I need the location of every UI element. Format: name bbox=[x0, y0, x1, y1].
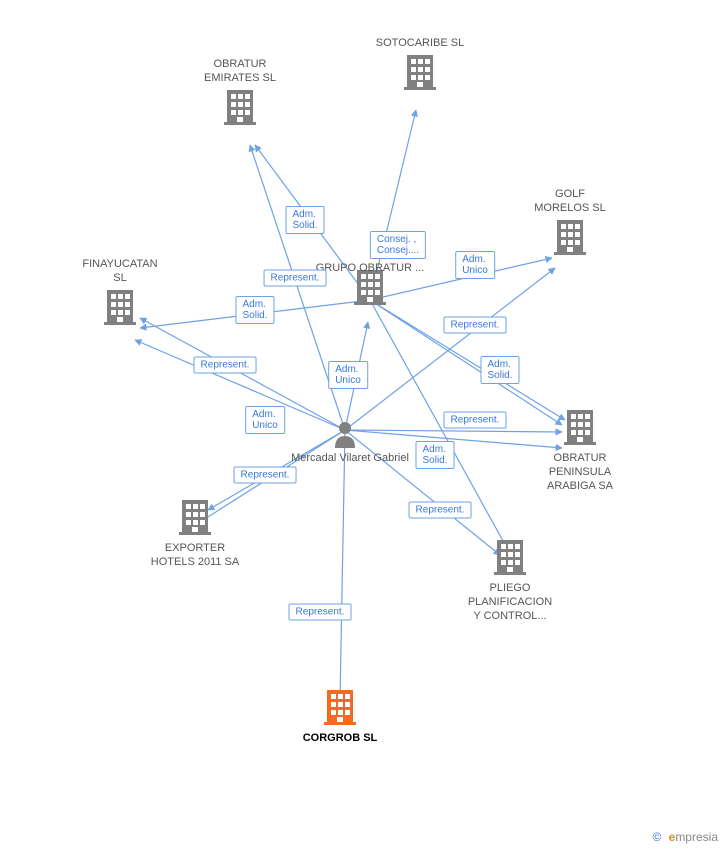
person-center-label: Mercadal Vilaret Gabriel bbox=[290, 452, 410, 466]
edge-label: Represent. bbox=[409, 502, 472, 519]
edge-label: Represent. bbox=[289, 604, 352, 621]
building-icon bbox=[179, 500, 211, 535]
center-company-label: GRUPO OBRATUR ... bbox=[310, 262, 430, 276]
edge-label: Represent. bbox=[194, 357, 257, 374]
company-node-golf_morelos[interactable]: GOLF MORELOS SL bbox=[510, 184, 630, 216]
company-label: SOTOCARIBE SL bbox=[360, 37, 480, 51]
edge-label: Consej. , Consej.... bbox=[370, 231, 426, 259]
brand-name: empresia bbox=[669, 830, 718, 844]
edge-label: Represent. bbox=[264, 270, 327, 287]
edge-label: Adm. Solid. bbox=[285, 206, 324, 234]
edge bbox=[135, 340, 345, 430]
company-node-sotocaribe[interactable]: SOTOCARIBE SL bbox=[360, 33, 480, 51]
edge-label: Adm. Solid. bbox=[415, 441, 454, 469]
edge bbox=[340, 430, 345, 700]
edge-label: Adm. Unico bbox=[328, 361, 368, 389]
company-node-obratur_peninsula[interactable]: OBRATUR PENINSULA ARABIGA SA bbox=[520, 448, 640, 493]
company-label: EXPORTER HOTELS 2011 SA bbox=[135, 542, 255, 570]
icons-group bbox=[104, 55, 596, 725]
building-icon bbox=[564, 410, 596, 445]
company-node-corgrob[interactable]: CORGROB SL bbox=[280, 728, 400, 746]
edge bbox=[140, 318, 345, 430]
copyright-symbol: © bbox=[652, 830, 661, 844]
watermark: © empresia bbox=[652, 830, 718, 844]
company-node-exporter[interactable]: EXPORTER HOTELS 2011 SA bbox=[135, 538, 255, 570]
company-label: PLIEGO PLANIFICACION Y CONTROL... bbox=[450, 582, 570, 623]
company-node-finayucatan[interactable]: FINAYUCATAN SL bbox=[60, 254, 180, 286]
edge-label: Represent. bbox=[444, 412, 507, 429]
company-label: OBRATUR EMIRATES SL bbox=[180, 58, 300, 86]
edge-label: Represent. bbox=[234, 467, 297, 484]
building-icon bbox=[494, 540, 526, 575]
building-icon bbox=[224, 90, 256, 125]
company-node-obratur_emirates[interactable]: OBRATUR EMIRATES SL bbox=[180, 54, 300, 86]
building-icon bbox=[324, 690, 356, 725]
edge bbox=[345, 430, 562, 432]
company-label: CORGROB SL bbox=[280, 732, 400, 746]
edge-label: Adm. Unico bbox=[245, 406, 285, 434]
edge-label: Adm. Unico bbox=[455, 251, 495, 279]
edge-label: Adm. Solid. bbox=[235, 296, 274, 324]
building-icon bbox=[554, 220, 586, 255]
building-icon bbox=[104, 290, 136, 325]
company-node-pliego[interactable]: PLIEGO PLANIFICACION Y CONTROL... bbox=[450, 578, 570, 623]
company-label: OBRATUR PENINSULA ARABIGA SA bbox=[520, 452, 640, 493]
edge-label: Represent. bbox=[444, 317, 507, 334]
network-canvas bbox=[0, 0, 728, 850]
company-label: GOLF MORELOS SL bbox=[510, 188, 630, 216]
edge-label: Adm. Solid. bbox=[480, 356, 519, 384]
building-icon bbox=[404, 55, 436, 90]
company-label: FINAYUCATAN SL bbox=[60, 258, 180, 286]
